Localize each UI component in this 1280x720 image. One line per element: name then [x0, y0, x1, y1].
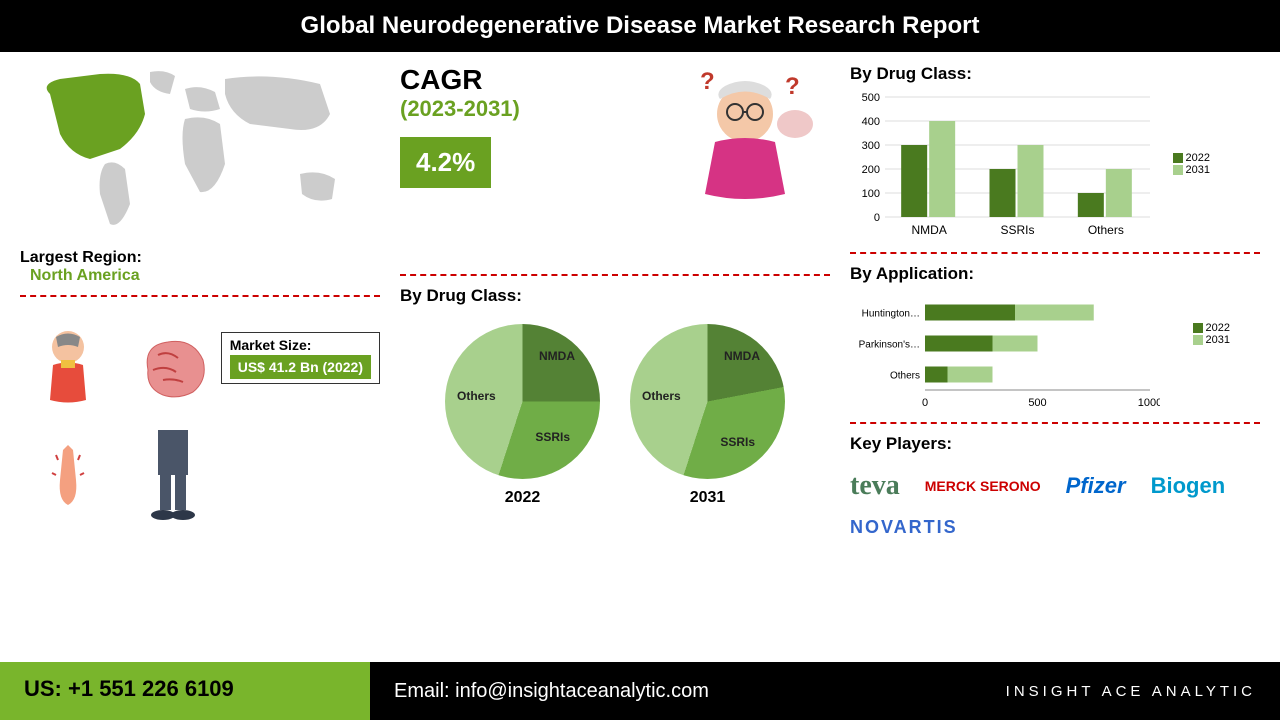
player-pfizer: Pfizer [1066, 473, 1126, 499]
player-novartis: NOVARTIS [850, 517, 958, 538]
map-africa [183, 117, 226, 192]
map-australia [300, 172, 335, 200]
svg-text:200: 200 [862, 164, 880, 176]
left-column: Largest Region: North America Market Siz… [20, 64, 380, 635]
pie-year: 2022 [445, 489, 600, 507]
pie-year: 2031 [630, 489, 785, 507]
report-title: Global Neurodegenerative Disease Market … [0, 0, 1280, 52]
hand-tremor-icon [20, 427, 115, 522]
illustrations [20, 322, 221, 522]
player-teva: teva [850, 470, 900, 502]
pie-slice-label: NMDA [539, 349, 575, 363]
email-text: Email: info@insightaceanalytic.com [394, 680, 709, 703]
cagr-value: 4.2% [400, 137, 491, 188]
hbar-chart-title: By Application: [850, 264, 1260, 284]
map-europe [185, 87, 220, 111]
pie-slice-label: Others [642, 389, 681, 403]
pie-section-title: By Drug Class: [400, 286, 830, 306]
map-north-america [47, 74, 145, 159]
svg-text:Huntington…: Huntington… [862, 309, 920, 320]
svg-text:NMDA: NMDA [911, 223, 946, 237]
pie-2031: NMDA SSRIs Others [630, 324, 785, 479]
pie-2022: NMDA SSRIs Others [445, 324, 600, 479]
svg-text:?: ? [785, 73, 800, 100]
elderly-person-icon: ? ? [670, 64, 820, 214]
divider [850, 252, 1260, 254]
svg-text:500: 500 [1028, 397, 1046, 409]
patient-icon [20, 322, 115, 417]
legend-label: 2022 [1186, 152, 1210, 164]
divider [400, 274, 830, 276]
main-content: Largest Region: North America Market Siz… [0, 52, 1280, 647]
svg-text:Others: Others [890, 371, 920, 382]
key-players-list: teva MERCK SERONO Pfizer Biogen NOVARTIS [850, 470, 1260, 538]
pie-slice-label: SSRIs [535, 430, 570, 444]
map-greenland [150, 71, 175, 94]
market-size-label: Market Size: [230, 337, 371, 353]
pie-slice-label: Others [457, 389, 496, 403]
map-asia [225, 76, 330, 130]
svg-text:0: 0 [874, 212, 880, 224]
player-biogen: Biogen [1151, 473, 1226, 499]
svg-text:Others: Others [1088, 223, 1124, 237]
svg-text:1000: 1000 [1138, 397, 1160, 409]
svg-text:SSRIs: SSRIs [1000, 223, 1034, 237]
footer-email: Email: info@insightaceanalytic.com INSIG… [370, 662, 1280, 720]
svg-text:300: 300 [862, 140, 880, 152]
player-merck: MERCK SERONO [925, 479, 1041, 493]
svg-text:400: 400 [862, 116, 880, 128]
brain-icon [125, 322, 220, 417]
middle-column: CAGR (2023-2031) 4.2% ? ? By Drug Class: [400, 64, 830, 635]
footer: US: +1 551 226 6109 Email: info@insighta… [0, 662, 1280, 720]
divider [850, 422, 1260, 424]
drug-class-bar-chart: 0 100 200 300 400 500 NMDA SSRIs Others 2022 203… [850, 92, 1210, 242]
market-size-value: US$ 41.2 Bn (2022) [230, 355, 371, 379]
pie-slice-label: SSRIs [720, 435, 755, 449]
legend-label: 2031 [1206, 334, 1230, 346]
region-label: Largest Region: [20, 249, 380, 267]
svg-text:Parkinson's…: Parkinson's… [859, 340, 920, 351]
right-column: By Drug Class: 0 100 200 300 400 500 NMDA SSRIs… [850, 64, 1260, 635]
key-players-title: Key Players: [850, 434, 1260, 454]
map-south-america [100, 162, 130, 224]
legs-icon [125, 427, 220, 522]
world-map [20, 64, 360, 244]
svg-text:100: 100 [862, 188, 880, 200]
svg-text:?: ? [700, 68, 715, 95]
application-hbar-chart: Huntington… Parkinson's… Others 0 500 1000 20… [850, 292, 1230, 412]
company-name: INSIGHT ACE ANALYTIC [1006, 683, 1256, 700]
legend-label: 2031 [1186, 164, 1210, 176]
pie-charts: NMDA SSRIs Others 2022 NMDA SSRIs Others… [400, 324, 830, 507]
footer-phone: US: +1 551 226 6109 [0, 662, 370, 720]
region-value: North America [30, 267, 380, 285]
market-size-box: Market Size: US$ 41.2 Bn (2022) [221, 332, 380, 384]
pie-slice-label: NMDA [724, 349, 760, 363]
svg-text:0: 0 [922, 397, 928, 409]
bar-chart-title: By Drug Class: [850, 64, 1260, 84]
divider [20, 295, 380, 297]
svg-text:500: 500 [862, 92, 880, 104]
legend-label: 2022 [1206, 322, 1230, 334]
